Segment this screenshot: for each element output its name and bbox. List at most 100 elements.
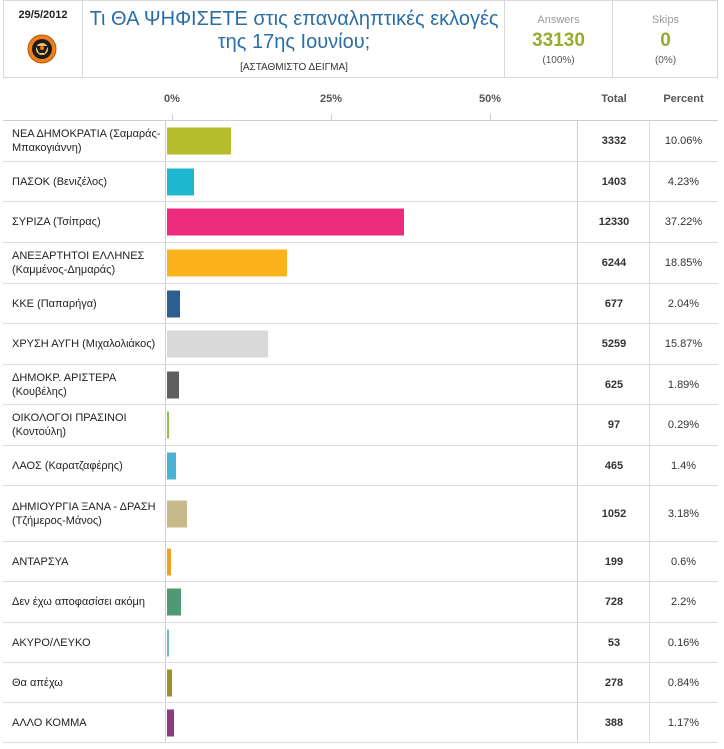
column-divider (649, 202, 650, 242)
skips-count: 0 (660, 30, 671, 51)
header-divider (82, 1, 83, 77)
column-divider (649, 365, 650, 404)
bar (167, 127, 231, 155)
bar (167, 588, 181, 616)
table-row: ΣΥΡΙΖΑ (Τσίπρας) 12330 37.22% (3, 202, 718, 243)
row-total: 12330 (598, 216, 630, 228)
sample-note: [ΑΣΤΑΘΜΙΣΤΟ ΔΕΙΓΜΑ] (240, 62, 348, 73)
x-tick-label: 25% (319, 93, 343, 105)
bar (167, 709, 175, 736)
row-percent: 0.84% (667, 676, 700, 689)
survey-date: 29/5/2012 (18, 9, 68, 21)
skips-percent: (0%) (654, 55, 677, 66)
answers-label: Answers (537, 14, 580, 26)
bar (167, 411, 169, 439)
row-percent: 2.04% (667, 297, 700, 310)
row-percent: 1.4% (670, 459, 697, 472)
bar-cell (165, 486, 578, 541)
bar (167, 500, 188, 527)
row-percent: 0.6% (670, 555, 697, 568)
bar-cell (165, 365, 578, 404)
bar-cell (165, 202, 578, 242)
row-total: 199 (604, 555, 624, 568)
row-total: 1052 (601, 507, 627, 520)
bar (167, 629, 169, 656)
bar (167, 371, 180, 398)
row-total: 1403 (601, 175, 627, 188)
row-label: ΛΑΟΣ (Καρατζαφέρης) (12, 459, 123, 472)
table-row: ΠΑΣΟΚ (Βενιζέλος) 1403 4.23% (3, 162, 718, 202)
table-row: Δεν έχω αποφασίσει ακόμη 728 2.2% (3, 582, 718, 623)
column-divider (649, 486, 650, 541)
x-tick-mark (172, 114, 173, 120)
row-label: ΑΛΛΟ ΚΟΜΜΑ (12, 716, 87, 729)
row-percent: 0.16% (667, 636, 700, 649)
row-label: ΔΗΜΙΟΥΡΓΙΑ ΞΑΝΑ - ΔΡΑΣΗ (Τζήμερος-Μάνος) (12, 500, 156, 527)
table-row: Θα απέχω 278 0.84% (3, 663, 718, 703)
column-divider (649, 446, 650, 485)
x-tick-mark (331, 114, 332, 120)
row-percent: 3.18% (667, 507, 700, 520)
bar-cell (165, 121, 578, 161)
column-divider (649, 324, 650, 364)
bar (167, 330, 268, 358)
bar-cell (165, 243, 578, 283)
bar-cell (165, 703, 578, 742)
row-percent: 18.85% (664, 257, 703, 269)
row-total: 465 (604, 459, 624, 472)
column-divider (649, 663, 650, 702)
column-divider (649, 405, 650, 445)
column-divider (649, 284, 650, 323)
bar-cell (165, 324, 578, 364)
table-row: ΔΗΜΙΟΥΡΓΙΑ ΞΑΝΑ - ΔΡΑΣΗ (Τζήμερος-Μάνος)… (3, 486, 718, 542)
x-tick-label: 0% (164, 93, 180, 105)
row-percent: 0.29% (667, 419, 700, 431)
bar (167, 290, 180, 317)
table-row: ΑΚΥΡΟ/ΛΕΥΚΟ 53 0.16% (3, 623, 718, 663)
table-row: ΛΑΟΣ (Καρατζαφέρης) 465 1.4% (3, 446, 718, 486)
header-divider (504, 1, 505, 77)
bar-cell (165, 405, 578, 445)
bar-cell (165, 663, 578, 702)
x-tick-label: 50% (478, 93, 502, 105)
row-total: 5259 (601, 338, 627, 350)
bar (167, 669, 173, 696)
bar (167, 249, 287, 277)
row-percent: 37.22% (664, 216, 703, 228)
bar-cell (165, 446, 578, 485)
x-tick-mark (490, 114, 491, 120)
bar (167, 452, 176, 479)
table-row: ΟΙΚΟΛΟΓΟΙ ΠΡΑΣΙΝΟΙ (Κοντούλη) 97 0.29% (3, 405, 718, 446)
table-row: ΔΗΜΟΚΡ. ΑΡΙΣΤΕΡΑ (Κουβέλης) 625 1.89% (3, 365, 718, 405)
bar (167, 208, 404, 236)
answers-box: Answers 33130 (100%) (505, 1, 612, 77)
row-total: 677 (604, 297, 624, 310)
skips-box: Skips 0 (0%) (613, 1, 718, 77)
logo-icon (27, 34, 57, 64)
table-row: ΑΛΛΟ ΚΟΜΜΑ 388 1.17% (3, 703, 718, 743)
row-percent: 4.23% (667, 175, 700, 188)
results-table: 0% 25% 50% Total Percent ΝΕΑ ΔΗΜΟΚΡΑΤΙΑ (Σ… (3, 86, 718, 743)
bar-cell (165, 162, 578, 201)
answers-percent: (100%) (542, 55, 575, 66)
row-label: ΔΗΜΟΚΡ. ΑΡΙΣΤΕΡΑ (Κουβέλης) (12, 371, 116, 398)
row-total: 53 (607, 636, 621, 649)
table-row: ΑΝΤΑΡΣΥΑ 199 0.6% (3, 542, 718, 582)
row-total: 97 (607, 419, 621, 431)
percent-column-header: Percent (663, 93, 704, 105)
row-total: 3332 (601, 135, 627, 147)
row-total: 625 (604, 378, 624, 391)
row-label: ΟΙΚΟΛΟΓΟΙ ΠΡΑΣΙΝΟΙ (Κοντούλη) (12, 412, 127, 438)
row-label: ΧΡΥΣΗ ΑΥΓΗ (Μιχαλολιάκος) (12, 338, 156, 350)
row-label: ΑΝΕΞΑΡΤΗΤΟΙ ΕΛΛΗΝΕΣ (Καμμένος-Δημαράς) (12, 250, 145, 276)
row-percent: 1.89% (667, 378, 700, 391)
row-label: ΣΥΡΙΖΑ (Τσίπρας) (12, 216, 101, 228)
total-column-header: Total (601, 93, 627, 105)
row-label: ΑΚΥΡΟ/ΛΕΥΚΟ (12, 636, 91, 649)
skips-label: Skips (652, 14, 679, 26)
row-total: 278 (604, 676, 624, 689)
column-divider (649, 121, 650, 161)
header-divider (612, 1, 613, 77)
column-divider (649, 162, 650, 201)
row-label: ΠΑΣΟΚ (Βενιζέλος) (12, 175, 108, 188)
